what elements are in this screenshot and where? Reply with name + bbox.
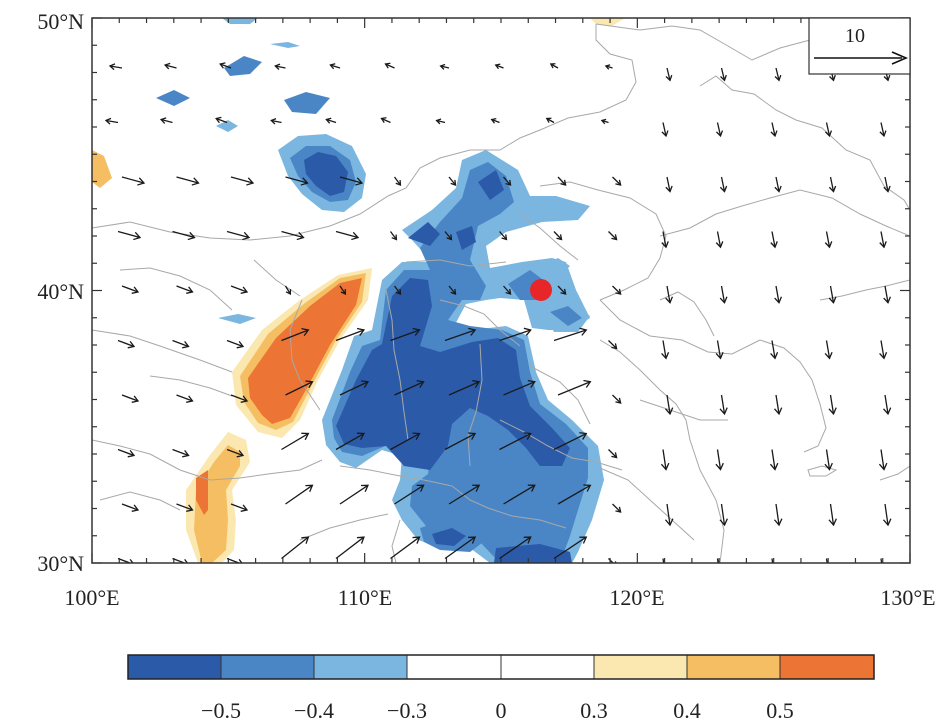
colorbar-bin xyxy=(593,654,688,680)
negative-anomaly-region xyxy=(550,306,582,326)
colorbar-bin xyxy=(127,654,222,680)
negative-anomaly-region xyxy=(216,120,238,132)
negative-anomaly-region xyxy=(270,42,300,48)
colorbar-bin xyxy=(686,654,781,680)
colorbar-bin xyxy=(406,654,502,680)
shaded-anomaly-layer xyxy=(92,18,625,563)
colorbar-label: 0.3 xyxy=(580,698,608,723)
colorbar-bin xyxy=(220,654,315,680)
colorbar-label: −0.4 xyxy=(294,698,334,723)
positive-anomaly-region xyxy=(248,278,362,424)
positive-anomaly-region xyxy=(92,150,112,188)
colorbar-bin xyxy=(779,654,875,680)
boundary-lines xyxy=(92,23,910,563)
negative-anomaly-region xyxy=(224,56,262,76)
lon-label-100e: 100°E xyxy=(64,585,119,610)
reference-vector-label: 10 xyxy=(845,25,865,47)
negative-anomaly-region xyxy=(222,18,258,24)
reference-vector-legend: 10 xyxy=(808,17,911,75)
colorbar: −0.5 −0.4 −0.3 0 0.3 0.4 0.5 xyxy=(127,654,875,723)
positive-anomaly-region xyxy=(196,470,208,515)
colorbar-bin xyxy=(500,654,595,680)
positive-anomaly-region xyxy=(194,445,240,563)
station-marker xyxy=(530,279,552,301)
negative-anomaly-region xyxy=(432,528,466,546)
lon-label-120e: 120°E xyxy=(609,585,664,610)
colorbar-bin xyxy=(313,654,408,680)
negative-anomaly-region xyxy=(456,226,476,250)
colorbar-label: −0.3 xyxy=(387,698,427,723)
negative-anomaly-region xyxy=(156,90,190,106)
colorbar-label: −0.5 xyxy=(201,698,241,723)
lat-label-50n: 50°N xyxy=(37,9,84,34)
negative-anomaly-region xyxy=(336,278,570,470)
lon-label-110e: 110°E xyxy=(338,585,392,610)
negative-anomaly-region xyxy=(218,314,256,324)
negative-anomaly-region xyxy=(478,170,504,200)
colorbar-label: 0.4 xyxy=(673,698,701,723)
lat-axis-labels: 50°N 40°N 30°N xyxy=(37,9,84,576)
negative-anomaly-region xyxy=(284,92,330,114)
colorbar-label: 0.5 xyxy=(766,698,794,723)
negative-anomaly-region xyxy=(462,462,486,488)
wind-vector-field xyxy=(104,62,892,563)
lat-label-30n: 30°N xyxy=(37,551,84,576)
lon-label-130e: 130°E xyxy=(880,585,935,610)
negative-anomaly-region xyxy=(408,222,440,246)
lat-label-40n: 40°N xyxy=(37,279,84,304)
negative-anomaly-region xyxy=(546,258,570,276)
lon-axis-labels: 100°E 110°E 120°E 130°E xyxy=(64,585,935,610)
negative-anomaly-region xyxy=(304,152,348,196)
colorbar-label: 0 xyxy=(496,698,507,723)
